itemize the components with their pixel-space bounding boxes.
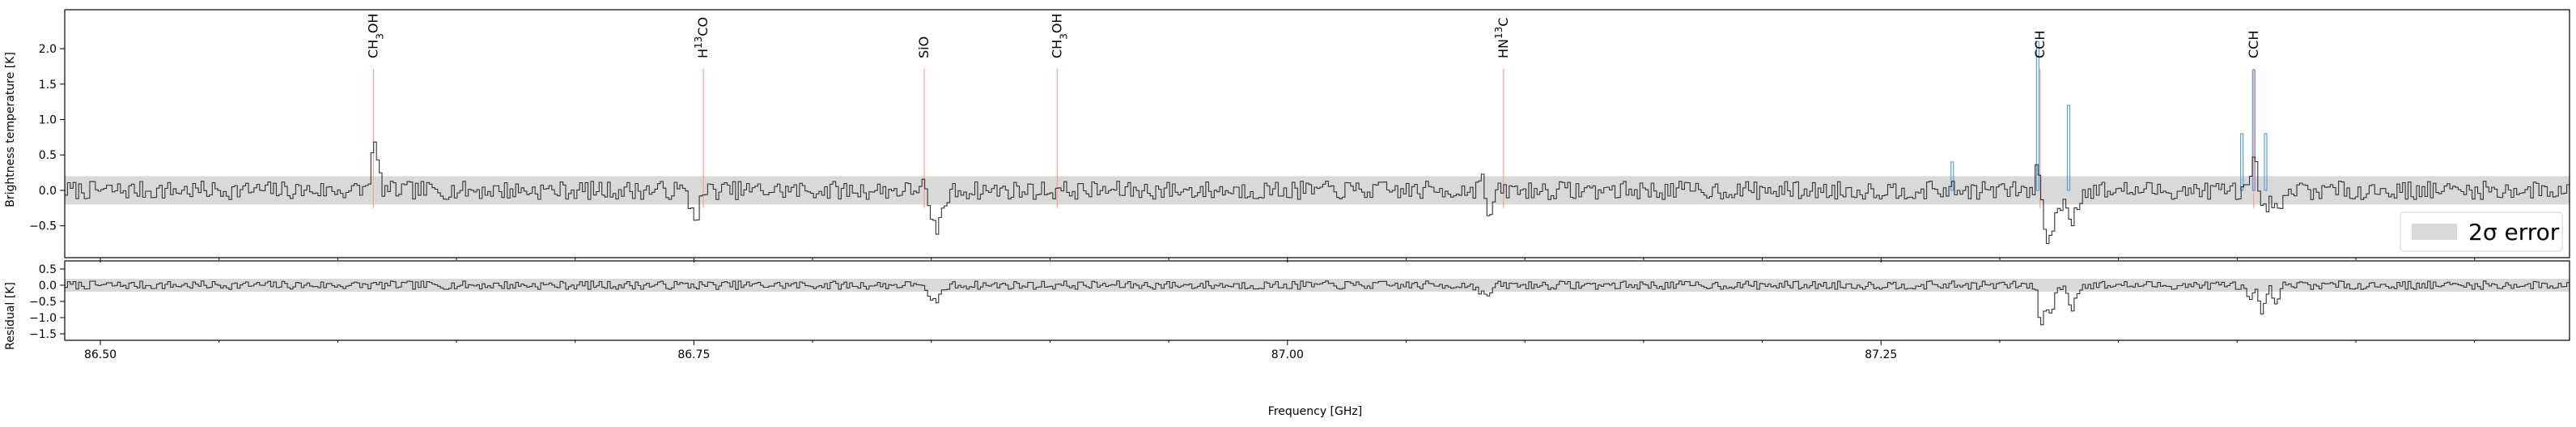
model-component-bar (2035, 41, 2039, 191)
y-tick-label: 2.0 (39, 43, 57, 56)
y-tick-label: −1.5 (29, 328, 57, 341)
transition-label: HN13C (1493, 18, 1511, 58)
model-component-bar (2240, 133, 2244, 191)
transition-label: SiO (916, 36, 932, 58)
main-spectrum-panel: 2.0 1.5 1.0 0.5 0.0 −0.5 CH3OH H13CO SiO CH3OH HN1… (29, 9, 2570, 263)
y-tick-label: 0.5 (39, 263, 57, 276)
frequency-xlabel: Frequency [GHz] (1268, 405, 1362, 418)
model-component-bar (1950, 161, 1954, 191)
transition-label: H13CO (693, 17, 711, 58)
legend-swatch (2412, 224, 2457, 240)
y-tick-label: 0.0 (39, 185, 57, 198)
model-component-bar (2066, 105, 2071, 191)
legend: 2σ error (2400, 211, 2563, 252)
y-tick-label: 0.5 (39, 149, 57, 162)
residual-ylabel: Residual [K] (4, 282, 17, 350)
y-tick-label: −1.0 (29, 312, 57, 325)
y-tick-label: 1.0 (39, 114, 57, 127)
y-tick-label: −0.5 (29, 220, 57, 233)
spectrum-trace (65, 141, 2570, 245)
transition-label: CH3OH (365, 14, 385, 58)
spectrum-trace (65, 280, 2570, 326)
transition-label: CCH (2032, 31, 2048, 58)
legend-label: 2σ error (2468, 219, 2560, 246)
x-tick-label: 87.00 (1271, 348, 1304, 361)
transition-label: CCH (2246, 31, 2261, 58)
axes-frame (64, 9, 2570, 258)
y-tick-label: 1.5 (39, 79, 57, 92)
main-ylabel: Brightness temperature [K] (4, 52, 17, 207)
model-component-bar (2264, 133, 2268, 191)
x-tick-label: 86.50 (84, 348, 117, 361)
axes-frame (64, 260, 2570, 341)
model-component-bar (2251, 69, 2256, 191)
transition-label: CH3OH (1049, 14, 1069, 58)
y-tick-label: −0.5 (29, 296, 57, 309)
residual-panel: 0.5 0.0 −0.5 −1.0 −1.5 86.50 86.75 87.00 87.25 (29, 260, 2570, 361)
x-tick-label: 86.75 (677, 348, 710, 361)
y-tick-label: 0.0 (39, 280, 57, 292)
x-tick-label: 87.25 (1865, 348, 1897, 361)
